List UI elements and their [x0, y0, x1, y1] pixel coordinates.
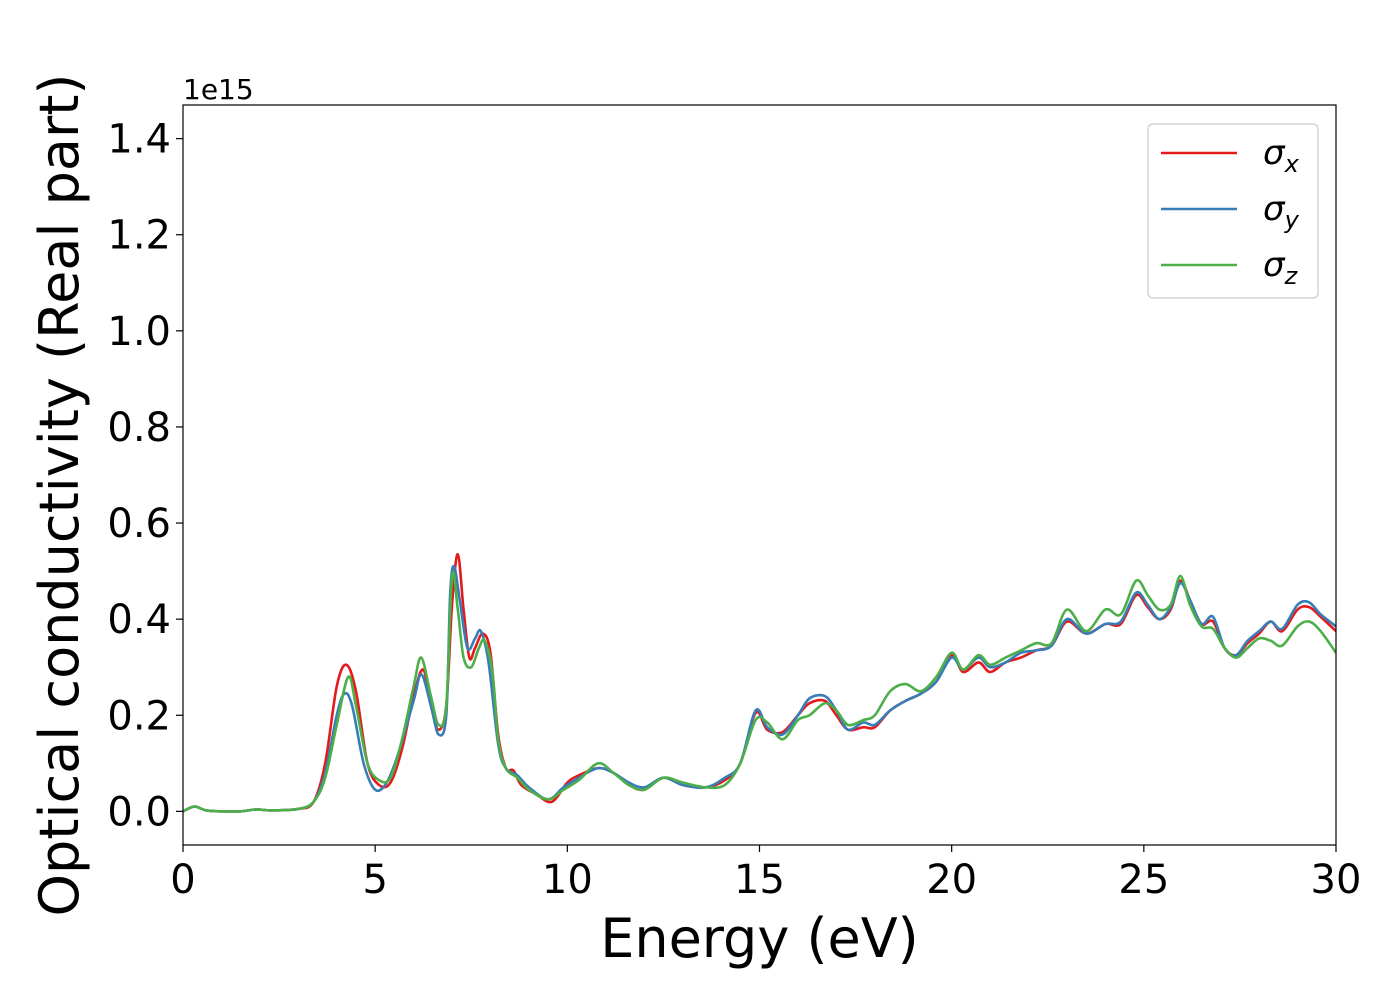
- x-tick-label: 15: [734, 857, 785, 903]
- y-tick-label: 0.6: [107, 501, 171, 547]
- y-tick-label: 1.0: [107, 309, 171, 355]
- y-offset-label: 1e15: [183, 73, 254, 106]
- x-tick-label: 25: [1118, 857, 1169, 903]
- x-tick-label: 20: [926, 857, 977, 903]
- y-tick-label: 0.8: [107, 405, 171, 451]
- legend-label-x: σx: [1263, 133, 1300, 178]
- legend-label-y: σy: [1263, 189, 1300, 234]
- series-layer: [183, 552, 1336, 813]
- legend: σx σy σz: [1147, 123, 1319, 299]
- series-line-z: [183, 570, 1336, 813]
- x-tick-label: 0: [170, 857, 195, 903]
- tick-layer: 0 5 10 15 20 25 30 0.0 0.2 0.4 0.6 0.8 1.0 1.2 1.4: [107, 117, 1361, 903]
- y-tick-label: 0.4: [107, 597, 171, 643]
- series-line-x: [183, 552, 1336, 813]
- y-tick-label: 1.4: [107, 117, 171, 163]
- x-tick-label: 30: [1311, 857, 1362, 903]
- x-tick-label: 5: [362, 857, 387, 903]
- x-axis-label: Energy (eV): [600, 907, 919, 970]
- y-axis-label: Optical conductivity (Real part): [28, 74, 91, 917]
- y-tick-label: 1.2: [107, 213, 171, 259]
- legend-label-z: σz: [1263, 245, 1299, 290]
- y-tick-label: 0.2: [107, 693, 171, 739]
- y-tick-label: 0.0: [107, 789, 171, 835]
- legend-box: [1147, 123, 1319, 299]
- x-tick-label: 10: [542, 857, 593, 903]
